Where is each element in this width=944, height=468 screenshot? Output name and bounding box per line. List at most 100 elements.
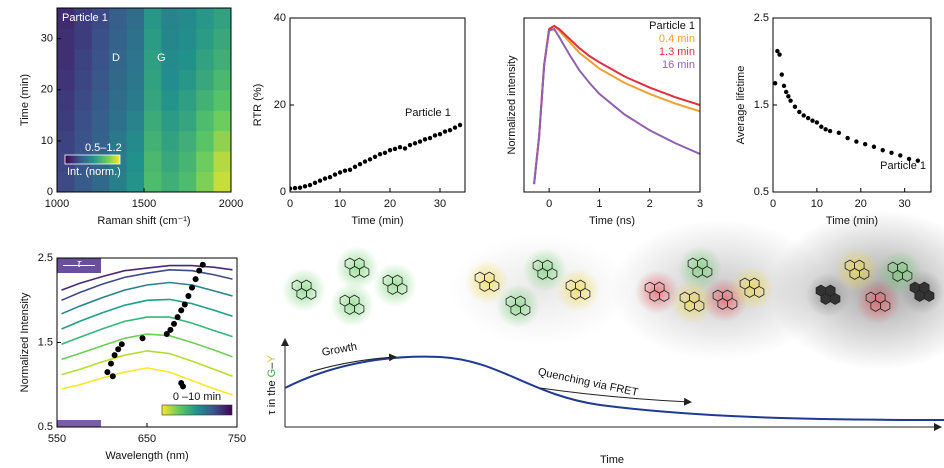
data-point (836, 130, 842, 136)
label-part: G (266, 369, 278, 378)
data-point (773, 81, 778, 86)
data-point (915, 158, 921, 163)
heatmap-cell (109, 110, 128, 132)
plot-area (57, 8, 231, 192)
hexagon (644, 281, 655, 294)
data-point (783, 89, 789, 95)
data-point (362, 159, 368, 164)
wavelength-band (57, 420, 101, 427)
data-point (412, 141, 418, 146)
panel: Particle 1 0 10 20 30 0.5 1.5 2.5 Time (min) Aver… (735, 12, 932, 227)
heatmap-cell (57, 130, 75, 152)
heatmap-cell (161, 69, 180, 91)
data-point (845, 135, 850, 141)
series-line (61, 367, 233, 396)
heatmap-cell (91, 28, 110, 50)
data-point (792, 104, 798, 109)
legend-entry: 16 min (662, 59, 695, 71)
heatmap-cell (74, 69, 93, 91)
data-point (854, 139, 859, 144)
heatmap-cell (109, 28, 128, 50)
heatmap-cell (161, 8, 180, 29)
x-axis-label: Time (ns) (589, 215, 635, 227)
annotation: G (157, 52, 166, 64)
annotation: D (112, 52, 120, 64)
heatmap-cell (91, 48, 110, 70)
heatmap-cell (144, 130, 162, 152)
heatmap-cell (178, 110, 197, 132)
x-tick-label: 3 (697, 198, 703, 210)
hexagon (339, 294, 350, 307)
data-point (297, 185, 303, 190)
data-point (422, 137, 428, 142)
heatmap-cell (74, 48, 93, 70)
heatmap-cell (196, 28, 215, 50)
heatmap-cell (161, 110, 180, 132)
heatmap-cell (213, 28, 231, 50)
heatmap-cell (213, 48, 231, 70)
panel: Particle 1 D G 0.5–1.2 Int. (norm.) 1000 1500 2… (19, 7, 243, 227)
heatmap-cell (57, 8, 75, 29)
legend-entry: 0.4 min (659, 33, 695, 45)
heatmap-cell (178, 69, 197, 91)
series-line (61, 333, 233, 361)
data-point (327, 175, 333, 180)
heatmap-cell (126, 48, 145, 70)
peak-point (174, 314, 181, 321)
annotation: Growth (321, 341, 358, 359)
annotation: Particle 1 (405, 107, 451, 119)
peak-point (192, 276, 199, 283)
peak-point (171, 320, 177, 327)
data-point (775, 48, 780, 54)
heatmap-cell (126, 110, 145, 132)
heatmap-cell (91, 110, 110, 132)
x-tick-label: 0 (287, 198, 293, 210)
hexagon (887, 261, 898, 274)
data-point (788, 98, 793, 103)
hexagon (825, 284, 836, 297)
x-tick-label: 2 (647, 198, 653, 210)
data-point (447, 128, 453, 133)
colorbar (161, 404, 233, 416)
heatmap-cell (109, 130, 128, 152)
heatmap-cell (196, 151, 215, 173)
data-point (302, 184, 308, 189)
heatmap-cell (74, 110, 93, 132)
data-point (387, 148, 393, 153)
label-part: Y (266, 355, 278, 363)
data-point (292, 185, 298, 191)
heatmap-cell (213, 171, 231, 192)
label-part: τ in the (266, 377, 278, 414)
hexagon (919, 281, 930, 294)
heatmap-cell (196, 8, 215, 29)
data-point (777, 52, 782, 57)
colorbar-label: Int. (norm.) (67, 166, 121, 178)
plot-area (773, 48, 921, 163)
heatmap-cell (144, 8, 162, 29)
heatmap-cell (74, 89, 93, 111)
heatmap-cell (74, 8, 93, 29)
heatmap-cell (213, 130, 231, 152)
peak-point (115, 346, 122, 353)
heatmap-cell (161, 130, 180, 152)
y-tick-label: 40 (274, 12, 286, 24)
data-point (407, 142, 413, 148)
hexagon (712, 289, 723, 302)
legend-label: τ (77, 258, 82, 270)
arrow (309, 353, 397, 373)
annotation: Particle 1 (62, 12, 108, 24)
hexagon (909, 281, 920, 294)
data-point (397, 144, 403, 150)
legend-title: Particle 1 (649, 20, 695, 32)
data-point (827, 128, 833, 134)
data-point (307, 182, 313, 188)
data-point (317, 178, 323, 183)
heatmap-cell (178, 8, 197, 29)
heatmap-cell (213, 151, 231, 173)
heatmap-cell (91, 89, 110, 111)
heatmap-cell (126, 130, 145, 152)
peak-point (181, 301, 188, 308)
peak-point (180, 383, 186, 390)
data-point (377, 151, 383, 157)
data-point (402, 146, 408, 151)
